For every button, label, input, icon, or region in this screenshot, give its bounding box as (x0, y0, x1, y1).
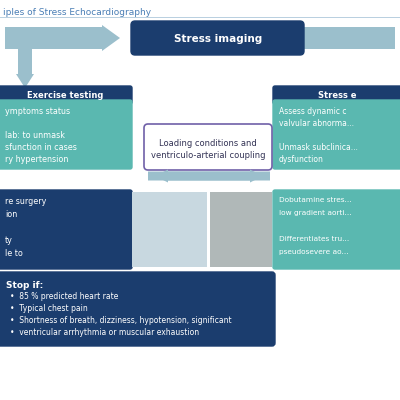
Text: lab: to unmask: lab: to unmask (5, 131, 65, 140)
Text: ry hypertension: ry hypertension (5, 155, 68, 164)
FancyBboxPatch shape (144, 124, 272, 170)
Text: iples of Stress Echocardiography: iples of Stress Echocardiography (3, 8, 151, 17)
FancyBboxPatch shape (5, 28, 100, 48)
Text: low gradient aorti...: low gradient aorti... (279, 210, 352, 216)
Text: ymptoms status: ymptoms status (5, 107, 70, 116)
FancyBboxPatch shape (273, 86, 400, 104)
Text: Stop if:: Stop if: (6, 281, 43, 290)
FancyArrow shape (280, 25, 395, 51)
Text: ty: ty (5, 236, 13, 245)
FancyBboxPatch shape (0, 86, 132, 104)
Text: Stress imaging: Stress imaging (174, 34, 262, 44)
Text: Assess dynamic c: Assess dynamic c (279, 107, 346, 116)
Text: Dobutamine stres...: Dobutamine stres... (279, 197, 352, 203)
FancyBboxPatch shape (210, 192, 272, 267)
Text: ion: ion (5, 210, 17, 219)
FancyBboxPatch shape (0, 100, 132, 169)
Text: •  85 % predicted heart rate: • 85 % predicted heart rate (10, 292, 118, 301)
Text: pseudosevere ao...: pseudosevere ao... (279, 249, 349, 255)
FancyBboxPatch shape (131, 21, 304, 55)
Text: valvular abnorma...: valvular abnorma... (279, 119, 354, 128)
FancyBboxPatch shape (273, 100, 400, 169)
FancyBboxPatch shape (0, 272, 275, 346)
Text: Loading conditions and: Loading conditions and (159, 139, 257, 148)
FancyBboxPatch shape (132, 192, 207, 267)
Text: re surgery: re surgery (5, 197, 46, 206)
Text: •  Typical chest pain: • Typical chest pain (10, 304, 88, 313)
Text: Differentiates tru...: Differentiates tru... (279, 236, 349, 242)
Text: sfunction in cases: sfunction in cases (5, 143, 77, 152)
FancyArrow shape (148, 170, 263, 182)
FancyBboxPatch shape (0, 190, 132, 269)
Text: Stress e: Stress e (318, 92, 356, 100)
Text: le to: le to (5, 249, 23, 258)
FancyArrow shape (16, 48, 34, 88)
FancyBboxPatch shape (273, 190, 400, 269)
FancyArrow shape (5, 25, 120, 51)
Text: Exercise testing: Exercise testing (27, 92, 103, 100)
Text: Unmask subclinica...: Unmask subclinica... (279, 143, 358, 152)
Text: dysfunction: dysfunction (279, 155, 324, 164)
Text: •  ventricular arrhythmia or muscular exhaustion: • ventricular arrhythmia or muscular exh… (10, 328, 199, 337)
Text: ventriculo-arterial coupling: ventriculo-arterial coupling (151, 151, 265, 160)
FancyArrow shape (155, 170, 270, 182)
Text: •  Shortness of breath, dizziness, hypotension, significant: • Shortness of breath, dizziness, hypote… (10, 316, 232, 325)
